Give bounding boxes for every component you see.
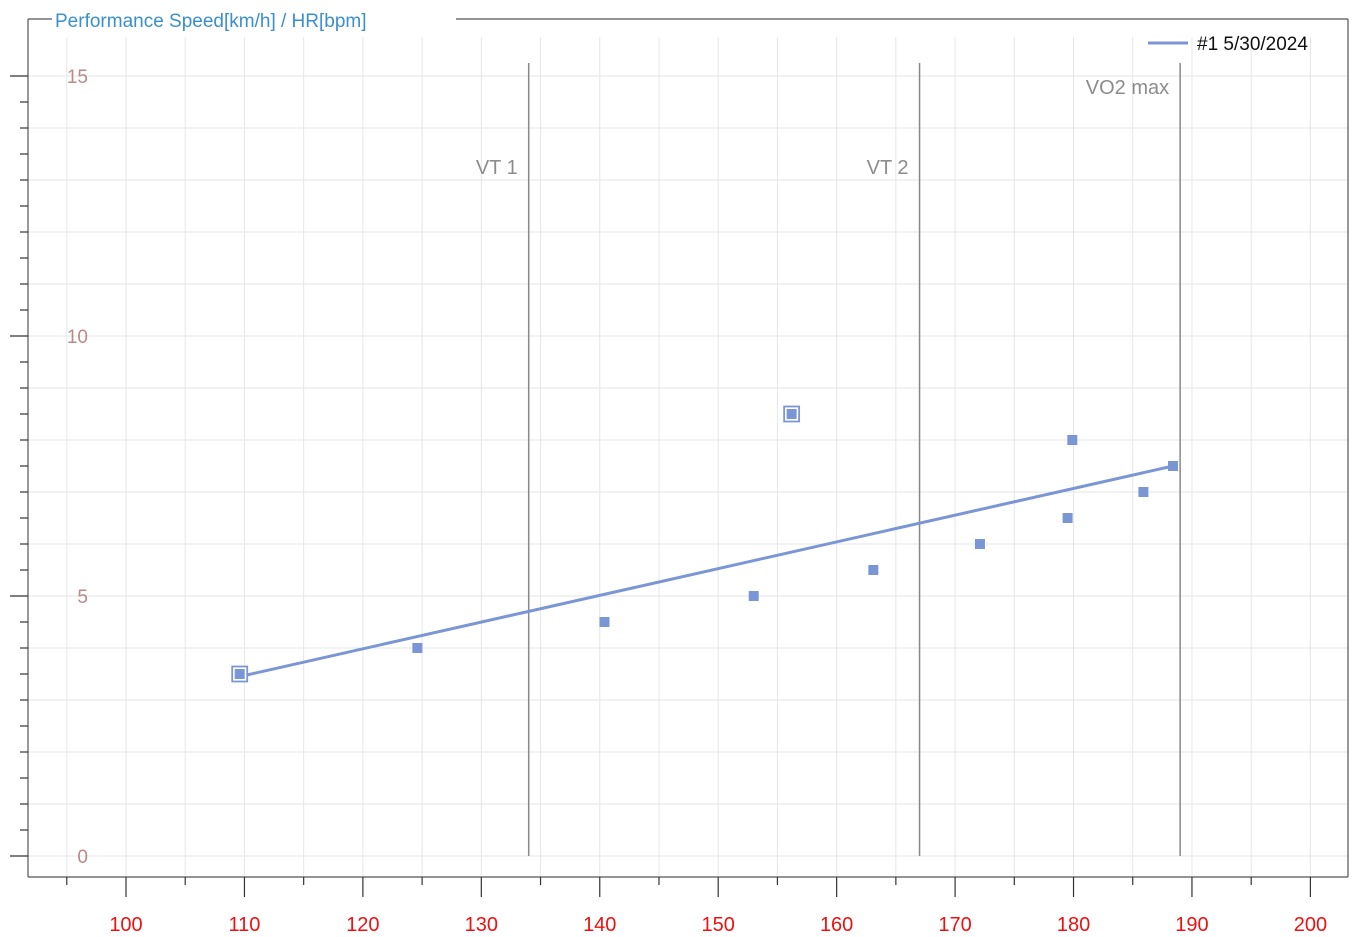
threshold-markers: VT 1 VT 2 VO2 max <box>476 63 1181 856</box>
data-point[interactable] <box>1062 513 1073 523</box>
data-point[interactable] <box>1138 487 1149 497</box>
x-tick-label: 160 <box>820 914 853 936</box>
axes: 0 5 10 15 100 110 120 130 140 150 160 170 180 190 200 <box>10 67 1327 936</box>
x-tick-label: 180 <box>1057 914 1090 936</box>
data-point[interactable] <box>412 643 423 653</box>
data-point[interactable] <box>1168 461 1179 471</box>
chart-frame <box>27 18 1349 878</box>
threshold-label: VT 2 <box>867 157 909 179</box>
x-tick-label: 190 <box>1175 914 1208 936</box>
data-point[interactable] <box>599 617 610 627</box>
x-tick-label: 170 <box>938 914 971 936</box>
x-tick-label: 140 <box>583 914 616 936</box>
x-tick-label: 150 <box>702 914 735 936</box>
x-tick-label: 120 <box>346 914 379 936</box>
legend-label: #1 5/30/2024 <box>1197 34 1308 55</box>
chart-title: Performance Speed[km/h] / HR[bpm] <box>55 11 367 32</box>
x-tick-label: 130 <box>465 914 498 936</box>
trend-line <box>238 464 1175 679</box>
data-point[interactable] <box>234 669 245 679</box>
data-point[interactable] <box>868 565 879 575</box>
grid <box>28 37 1348 877</box>
y-tick-label: 15 <box>67 67 88 88</box>
y-tick-label: 0 <box>77 847 88 868</box>
data-point[interactable] <box>786 409 797 419</box>
title-background <box>52 4 456 34</box>
threshold-label: VO2 max <box>1086 77 1169 99</box>
x-tick-label: 100 <box>109 914 142 936</box>
chart-title-group: Performance Speed[km/h] / HR[bpm] <box>52 4 456 34</box>
data-point[interactable] <box>748 591 759 601</box>
data-point[interactable] <box>974 539 985 549</box>
threshold-label: VT 1 <box>476 157 518 179</box>
x-tick-label: 110 <box>228 914 260 936</box>
data-point[interactable] <box>1067 435 1078 445</box>
x-tick-label: 200 <box>1294 914 1327 936</box>
legend[interactable]: #1 5/30/2024 <box>1148 34 1308 55</box>
y-tick-label: 10 <box>67 327 88 348</box>
y-tick-label: 5 <box>77 587 88 608</box>
data-series <box>231 405 1179 683</box>
